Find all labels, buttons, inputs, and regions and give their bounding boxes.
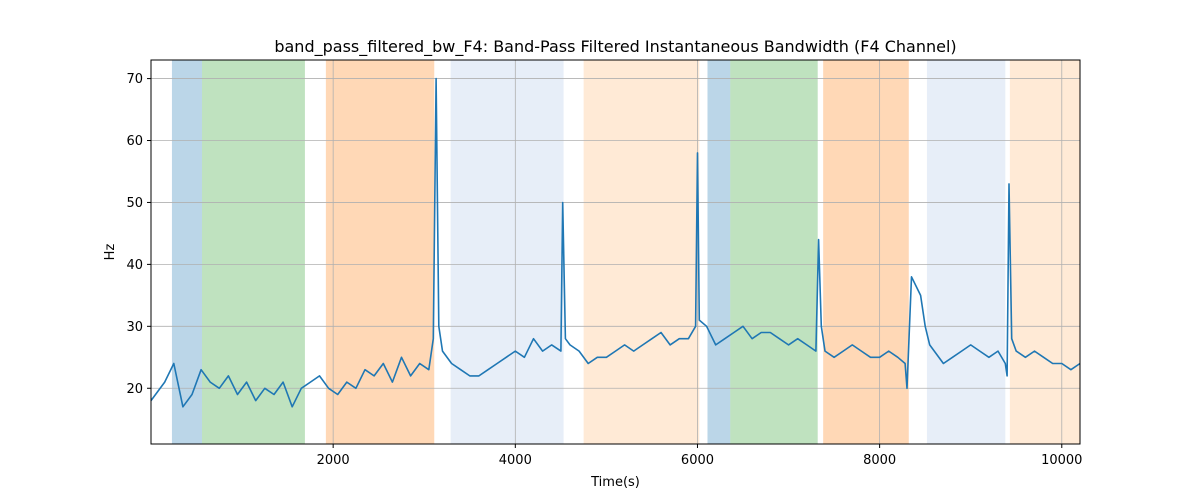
- x-tick-label: 2000: [317, 453, 350, 468]
- shaded-band-3: [325, 60, 435, 444]
- chart-title: band_pass_filtered_bw_F4: Band-Pass Filt…: [274, 37, 956, 57]
- x-tick-label: 6000: [681, 453, 714, 468]
- shaded-band-10: [1009, 60, 1080, 444]
- x-tick-label: 10000: [1041, 453, 1082, 468]
- x-tick-label: 4000: [499, 453, 532, 468]
- shaded-band-6: [707, 60, 731, 444]
- y-tick-label: 40: [126, 258, 143, 273]
- shaded-band-4: [450, 60, 564, 444]
- shaded-band-7: [730, 60, 818, 444]
- shaded-band-5: [583, 60, 700, 444]
- y-tick-label: 30: [126, 320, 143, 335]
- shaded-band-2: [202, 60, 305, 444]
- series-line-1: [150, 77, 1081, 408]
- shaded-bands: [171, 60, 1080, 444]
- y-tick-label: 50: [126, 196, 143, 211]
- y-axis-ticks: 20 30 40 50 60 70: [126, 72, 151, 397]
- series-group: [150, 77, 1081, 408]
- shaded-band-9: [926, 60, 1006, 444]
- y-tick-label: 20: [126, 382, 143, 397]
- y-tick-label: 60: [126, 134, 143, 149]
- y-axis-label: Hz: [103, 244, 118, 261]
- x-axis-label: Time(s): [590, 475, 640, 490]
- shaded-band-1: [171, 60, 203, 444]
- plot-frame: [150, 59, 1081, 445]
- shaded-band-8: [823, 60, 909, 444]
- x-axis-ticks: 2000 4000 6000 8000 10000: [317, 444, 1082, 468]
- y-tick-label: 70: [126, 72, 143, 87]
- x-tick-label: 8000: [863, 453, 896, 468]
